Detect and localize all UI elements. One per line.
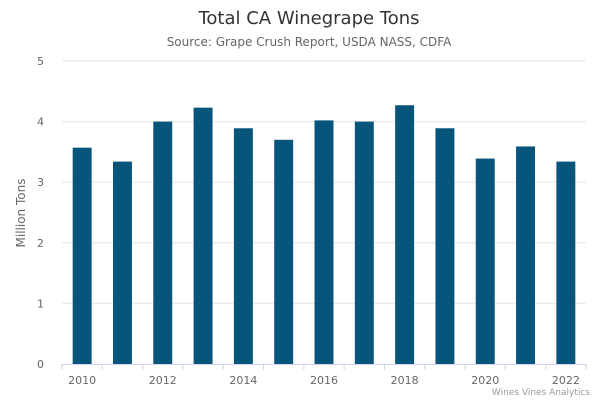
bar-2011[interactable] — [112, 161, 132, 364]
y-tick-label: 3 — [37, 176, 44, 189]
bar-2016[interactable] — [314, 120, 334, 364]
y-axis-label: Million Tons — [14, 179, 28, 248]
y-tick-label: 1 — [37, 297, 44, 310]
bar-2020[interactable] — [475, 158, 495, 364]
bar-2018[interactable] — [395, 105, 415, 364]
x-axis: 2010 2012 2014 2016 2018 2020 2022 — [61, 364, 587, 387]
y-axis-ticks: 0 1 2 3 4 5 — [37, 55, 44, 371]
bar-2022[interactable] — [556, 161, 576, 364]
x-tick-label: 2014 — [229, 374, 257, 387]
chart-title: Total CA Winegrape Tons — [197, 8, 419, 29]
x-tick-label: 2018 — [391, 374, 419, 387]
y-tick-label: 4 — [37, 116, 44, 129]
x-tick-label: 2010 — [68, 374, 96, 387]
chart-subtitle: Source: Grape Crush Report, USDA NASS, C… — [167, 35, 452, 49]
bar-2014[interactable] — [233, 128, 253, 364]
bar-2017[interactable] — [354, 121, 374, 364]
bars — [72, 105, 576, 365]
bar-2013[interactable] — [193, 107, 213, 365]
y-tick-label: 5 — [37, 55, 44, 68]
x-tick-label: 2020 — [471, 374, 499, 387]
bar-2010[interactable] — [72, 147, 92, 364]
chart-credit: Wines Vines Analytics — [492, 388, 590, 398]
x-tick-label: 2016 — [310, 374, 338, 387]
bar-2012[interactable] — [153, 121, 173, 364]
y-tick-label: 2 — [37, 237, 44, 250]
bar-2015[interactable] — [274, 139, 294, 364]
x-tick-label: 2012 — [149, 374, 177, 387]
bar-2019[interactable] — [435, 128, 455, 364]
y-tick-label: 0 — [37, 358, 44, 371]
x-tick-label: 2022 — [552, 374, 580, 387]
bar-2021[interactable] — [516, 146, 536, 364]
